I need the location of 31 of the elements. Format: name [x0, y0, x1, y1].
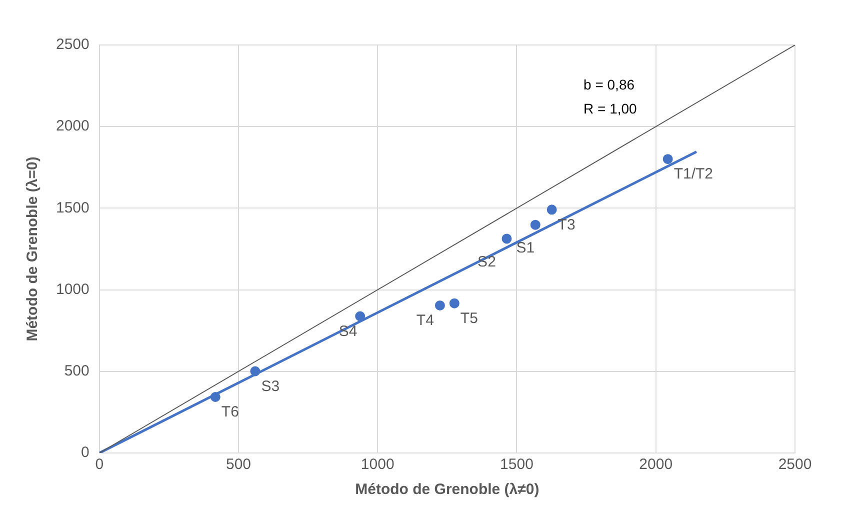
x-tick-label: 1000: [360, 456, 394, 474]
annotation: T5: [460, 310, 478, 327]
x-tick-label: 0: [95, 456, 104, 474]
y-tick-label: 1000: [56, 280, 90, 298]
y-axis-title: Método de Grenoble (λ=0): [24, 156, 42, 342]
point: [546, 204, 557, 215]
annotation: S4: [338, 322, 358, 340]
annotation: T4: [416, 312, 434, 330]
point: [502, 234, 512, 244]
y-tick-label: 1500: [56, 199, 90, 216]
y-tick-label: 2500: [56, 36, 90, 54]
annotation: T6: [221, 404, 239, 421]
point: [434, 300, 445, 310]
annotation: S3: [261, 378, 280, 395]
annotation: T3: [558, 216, 576, 234]
y-tick-label: 500: [64, 362, 90, 380]
y-tick-label: 0: [81, 444, 90, 462]
x-axis-title: Método de Grenoble (λ≠0): [355, 481, 540, 498]
y-tick-label: 2000: [56, 118, 90, 135]
annotation: T1/T2: [674, 166, 714, 183]
point: [662, 154, 673, 164]
annotation: b = 0,86: [584, 76, 635, 93]
x-tick-label: 500: [226, 456, 252, 474]
annotation: S1: [516, 239, 535, 256]
annotation: S2: [478, 253, 496, 270]
x-tick-label: 1500: [500, 456, 534, 474]
x-tick-label: 2000: [639, 456, 673, 474]
point: [530, 220, 540, 230]
annotation: R = 1,00: [584, 100, 638, 117]
x-tick-label: 2500: [778, 456, 812, 474]
point: [449, 298, 460, 308]
